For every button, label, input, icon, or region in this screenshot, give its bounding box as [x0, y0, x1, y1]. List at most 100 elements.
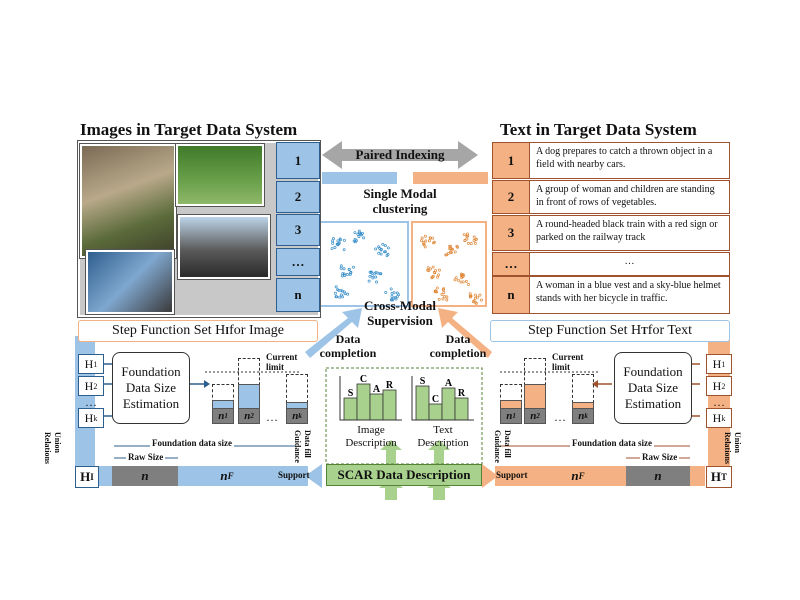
- cluster-point-orange: [434, 289, 438, 293]
- scar-bar-txt-1: [428, 403, 443, 421]
- cluster-point-orange: [473, 241, 477, 245]
- cluster-point-orange: [462, 273, 466, 277]
- cluster-point-orange: [449, 251, 453, 255]
- cluster-point-orange: [437, 268, 441, 272]
- cluster-point-blue: [369, 270, 373, 274]
- cluster-point-orange: [431, 236, 435, 240]
- raw-n-left: n: [112, 466, 178, 486]
- cluster-point-blue: [357, 229, 361, 233]
- scar-letter-txt-0: S: [420, 376, 426, 387]
- scar-letter-txt-3: R: [458, 388, 466, 399]
- cluster-point-blue: [383, 244, 387, 248]
- cluster-point-orange: [445, 295, 449, 299]
- cluster-point-blue: [345, 273, 349, 276]
- image-index-1: 2: [276, 181, 320, 213]
- cluster-point-blue: [338, 295, 342, 299]
- text-caption-0: A dog prepares to catch a thrown object …: [530, 142, 730, 179]
- cluster-point-orange: [420, 239, 423, 243]
- cluster-point-blue: [331, 239, 335, 243]
- cluster-point-orange: [420, 236, 424, 240]
- cluster-point-blue: [352, 265, 355, 269]
- cluster-point-orange: [480, 298, 483, 302]
- cluster-point-orange: [426, 266, 430, 270]
- raw-size-left: Raw Size: [126, 452, 166, 462]
- cluster-point-blue: [386, 246, 390, 250]
- cluster-point-blue: [390, 294, 394, 298]
- cluster-point-orange: [435, 286, 439, 290]
- cluster-point-orange: [468, 292, 472, 296]
- cluster-point-orange: [440, 292, 444, 296]
- cluster-point-blue: [354, 239, 358, 243]
- cluster-point-blue: [395, 295, 399, 299]
- cluster-point-blue: [376, 271, 380, 275]
- h-box-left-2: …: [85, 394, 97, 409]
- cluster-point-blue: [341, 272, 345, 275]
- image-index-2: 3: [276, 214, 320, 246]
- cluster-point-blue: [342, 267, 346, 271]
- raw-size-right: Raw Size: [640, 452, 680, 462]
- cluster-point-blue: [390, 291, 394, 295]
- cluster-point-blue: [347, 268, 351, 272]
- cluster-point-orange: [463, 239, 467, 242]
- cluster-point-orange: [448, 247, 452, 251]
- scar-letter-img-0: S: [348, 388, 354, 399]
- cluster-point-orange: [474, 293, 477, 297]
- data-completion-left: Data completion: [319, 332, 377, 360]
- cluster-point-orange: [446, 252, 450, 255]
- cluster-point-blue: [378, 246, 381, 250]
- cluster-point-orange: [434, 269, 437, 273]
- cluster-point-orange: [472, 235, 476, 239]
- scar-bar-img-1: [356, 383, 371, 421]
- foundation-data-size-right: Foundation data size: [570, 438, 655, 448]
- train-photo: [178, 215, 270, 279]
- cluster-point-blue: [339, 264, 343, 268]
- cluster-point-orange: [453, 250, 457, 254]
- text-description-label: Text Description: [417, 424, 469, 449]
- cluster-point-orange: [430, 276, 434, 280]
- cluster-point-blue: [386, 252, 390, 256]
- cluster-point-orange: [427, 239, 431, 243]
- text-caption-1: A group of woman and children are standi…: [530, 180, 730, 214]
- cluster-point-orange: [423, 234, 427, 238]
- cluster-point-blue: [374, 275, 378, 279]
- cluster-point-blue: [357, 235, 361, 239]
- data-completion-right: Data completion: [429, 332, 487, 360]
- cluster-point-orange: [423, 245, 427, 249]
- cluster-point-blue: [335, 295, 339, 299]
- cluster-point-orange: [455, 244, 459, 248]
- cluster-point-blue: [337, 242, 341, 246]
- cluster-point-orange: [443, 295, 446, 298]
- data-fill-guidance-right: Data fill Guidance: [493, 430, 512, 463]
- cluster-point-blue: [339, 266, 343, 270]
- cluster-point-blue: [392, 296, 396, 300]
- cluster-point-orange: [473, 300, 477, 304]
- image-index-3: …: [276, 248, 320, 276]
- scar-bar-txt-3: [454, 397, 469, 421]
- cluster-point-orange: [451, 247, 454, 251]
- cluster-point-orange: [472, 299, 476, 303]
- cluster-point-orange: [473, 296, 477, 300]
- cluster-point-blue: [367, 279, 371, 283]
- cluster-point-blue: [381, 242, 385, 246]
- cluster-point-blue: [389, 287, 393, 291]
- cluster-point-blue: [332, 237, 335, 241]
- cluster-point-orange: [432, 241, 435, 245]
- cluster-point-blue: [342, 248, 346, 252]
- cluster-point-blue: [341, 295, 345, 299]
- scar-letter-txt-2: A: [445, 378, 453, 389]
- right-title: Text in Target Data System: [500, 120, 697, 139]
- scar-letter-img-1: C: [360, 374, 367, 385]
- cluster-point-blue: [384, 290, 388, 294]
- cluster-point-blue: [375, 280, 378, 284]
